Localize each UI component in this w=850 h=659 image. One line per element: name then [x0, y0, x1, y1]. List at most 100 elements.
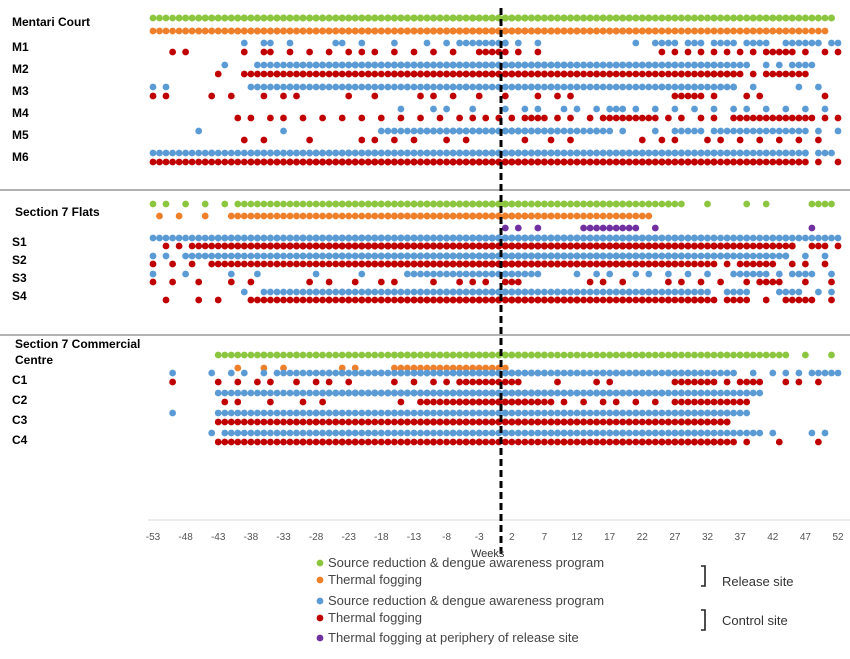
control-source-dot [377, 234, 385, 242]
control-source-dot [488, 369, 496, 377]
control-fogging-dot [743, 278, 751, 286]
control-fogging-dot [462, 158, 470, 166]
control-source-dot [684, 409, 692, 417]
control-fogging-dot [286, 418, 294, 426]
control-source-dot [417, 61, 424, 69]
control-fogging-dot [234, 438, 242, 446]
control-source-dot [254, 61, 261, 69]
control-source-dot [227, 429, 235, 437]
release-fogging-dot [423, 364, 431, 372]
control-fogging-dot [358, 136, 366, 144]
release-source-dot [665, 14, 672, 22]
control-source-dot [501, 429, 509, 437]
control-source-dot [717, 234, 724, 242]
release-fogging-dot [547, 212, 555, 220]
control-fogging-dot [762, 278, 770, 286]
release-source-dot [456, 14, 463, 22]
control-fogging-dot [214, 70, 222, 78]
control-source-dot [834, 234, 842, 242]
control-source-dot [267, 389, 274, 397]
control-source-dot [691, 149, 698, 157]
control-fogging-dot [436, 260, 444, 268]
control-source-dot [769, 369, 777, 377]
release-fogging-dot [541, 212, 548, 220]
control-source-dot [273, 234, 281, 242]
control-source-dot [456, 149, 463, 157]
control-fogging-dot [175, 242, 183, 250]
release-source-dot [678, 14, 685, 22]
x-tick-label: -28 [309, 532, 324, 543]
control-source-dot [364, 61, 372, 69]
control-fogging-dot [684, 398, 692, 406]
control-fogging-dot [691, 158, 698, 166]
control-source-dot [312, 149, 320, 157]
control-fogging-dot [671, 242, 679, 250]
control-source-dot [619, 105, 627, 113]
control-source-dot [417, 409, 424, 417]
control-source-dot [749, 83, 757, 91]
control-fogging-dot [169, 260, 177, 268]
control-source-dot [410, 409, 418, 417]
control-source-dot [273, 61, 281, 69]
control-fogging-dot [645, 438, 653, 446]
release-fogging-dot [208, 27, 216, 35]
release-fogging-dot [417, 27, 424, 35]
control-source-dot [488, 252, 496, 260]
control-source-dot [391, 39, 398, 47]
control-fogging-dot [691, 438, 698, 446]
control-fogging-dot [671, 70, 679, 78]
control-source-dot [815, 39, 822, 47]
control-fogging-dot [762, 158, 770, 166]
control-fogging-dot [501, 70, 509, 78]
control-fogging-dot [280, 260, 287, 268]
control-fogging-dot [488, 418, 496, 426]
control-fogging-dot [554, 378, 561, 386]
release-source-dot [704, 14, 711, 22]
control-source-dot [254, 429, 261, 437]
x-tick-label: 42 [767, 532, 779, 543]
control-source-dot [632, 409, 640, 417]
control-source-dot [332, 369, 340, 377]
control-fogging-dot [391, 378, 398, 386]
release-source-dot [384, 14, 392, 22]
release-source-dot [482, 351, 490, 359]
control-fogging-dot [658, 242, 666, 250]
control-fogging-dot [214, 418, 222, 426]
release-fogging-dot [645, 27, 653, 35]
release-source-dot [436, 200, 444, 208]
release-source-dot [273, 351, 281, 359]
control-source-dot [175, 234, 183, 242]
control-fogging-dot [377, 70, 385, 78]
control-source-dot [534, 252, 542, 260]
control-source-dot [625, 429, 633, 437]
release-source-dot [449, 200, 457, 208]
control-source-dot [697, 409, 705, 417]
control-fogging-dot [717, 158, 724, 166]
control-source-dot [384, 409, 392, 417]
control-fogging-dot [345, 242, 353, 250]
control-fogging-dot [730, 114, 737, 122]
control-source-dot [423, 409, 431, 417]
release-fogging-dot [404, 212, 411, 220]
release-source-dot [573, 14, 581, 22]
periphery-fogging-dot [599, 224, 607, 232]
control-source-dot [456, 270, 463, 278]
control-fogging-dot [508, 114, 516, 122]
control-fogging-dot [286, 296, 294, 304]
control-source-dot [749, 234, 757, 242]
control-fogging-dot [325, 438, 333, 446]
control-source-dot [769, 429, 777, 437]
control-source-dot [384, 389, 392, 397]
control-fogging-dot [645, 242, 653, 250]
release-source-dot [625, 351, 633, 359]
control-source-dot [462, 389, 470, 397]
control-fogging-dot [462, 136, 470, 144]
control-source-dot [671, 105, 679, 113]
control-fogging-dot [756, 136, 764, 144]
control-source-dot [299, 288, 307, 296]
control-source-dot [632, 288, 640, 296]
control-source-dot [730, 389, 737, 397]
control-fogging-dot [332, 418, 340, 426]
control-source-dot [364, 389, 372, 397]
